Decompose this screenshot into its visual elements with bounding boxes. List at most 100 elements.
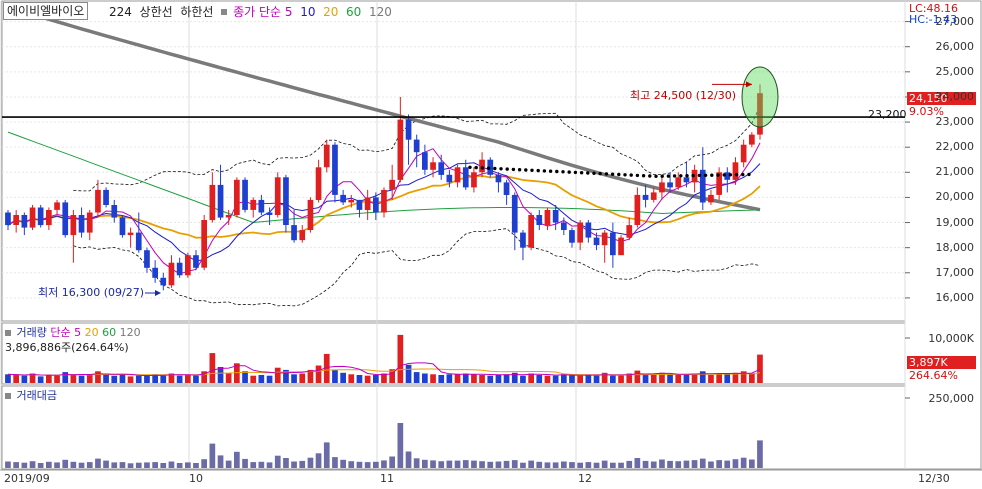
price-axis-label: 16,000 — [935, 290, 975, 304]
amount-bar — [569, 462, 575, 468]
candle-body — [618, 237, 624, 256]
volume-bar — [46, 375, 52, 383]
candle-body — [119, 217, 126, 236]
legend-square-icon — [5, 393, 11, 399]
volume-bar — [258, 375, 265, 383]
candle-body — [209, 184, 216, 221]
candle-body — [397, 119, 404, 180]
vol-ma-120[interactable]: 120 — [119, 326, 141, 339]
volume-bar — [103, 373, 109, 383]
ma-60[interactable]: 60 — [346, 5, 362, 19]
amount-bar — [21, 462, 28, 468]
candle-body — [95, 189, 101, 213]
volume-bar — [193, 375, 199, 383]
volume-bar — [389, 369, 395, 383]
candle-body — [176, 262, 183, 276]
volume-bar — [503, 374, 510, 383]
amount-bar — [119, 462, 126, 468]
trend-dot — [679, 174, 683, 178]
candle-body — [78, 215, 85, 233]
upper-line-label[interactable]: 상한선 — [139, 5, 173, 19]
volume-bar — [348, 374, 355, 383]
volume-axis-label: 10,000K — [928, 332, 974, 345]
amount-panel[interactable] — [1, 385, 906, 470]
volume-bar — [127, 376, 134, 383]
trend-dot — [480, 166, 485, 170]
stock-name-box[interactable]: 에이비엘바이오 — [3, 2, 89, 20]
trend-dot — [536, 168, 540, 173]
volume-bar — [610, 375, 616, 383]
candle-body — [307, 199, 314, 230]
candle-body — [283, 177, 289, 225]
volume-bar — [152, 374, 158, 383]
ma-120[interactable]: 120 — [368, 5, 392, 19]
candle-body — [422, 152, 428, 170]
ma-label[interactable]: 종가 단순 — [233, 5, 282, 19]
amount-bar — [135, 462, 142, 468]
volume-bar — [86, 375, 93, 383]
amount-bar — [323, 442, 330, 468]
candle-body — [37, 207, 44, 226]
trend-dot — [555, 169, 559, 174]
amount-bar — [438, 461, 445, 468]
trend-dot — [648, 174, 652, 178]
amount-bar — [667, 460, 673, 468]
volume-bar — [626, 373, 633, 383]
price-axis-label: 23,000 — [935, 115, 975, 129]
vol-ma-5[interactable]: 5 — [74, 326, 82, 339]
amount-bar — [732, 459, 739, 468]
candle-body — [699, 169, 706, 203]
volume-bar — [471, 374, 477, 383]
amount-bar — [274, 455, 281, 468]
volume-bar — [78, 375, 85, 383]
volume-bar — [552, 375, 559, 383]
volume-bar — [323, 353, 330, 383]
ma-20[interactable]: 20 — [323, 5, 339, 19]
trend-dot — [685, 174, 689, 178]
candle-body — [732, 162, 739, 180]
trend-dot — [548, 169, 553, 173]
candle-body — [274, 177, 281, 215]
volume-bar — [691, 373, 698, 383]
vol-ma-60[interactable]: 60 — [102, 326, 117, 339]
legend-square-icon — [221, 9, 228, 15]
ma120-line — [7, 4, 761, 212]
ma-5[interactable]: 5 — [284, 5, 293, 19]
amount-bar — [37, 463, 44, 468]
volume-ma-label[interactable]: 단순 — [50, 326, 71, 339]
volume-title[interactable]: 거래량 — [16, 326, 47, 339]
candle-body — [724, 172, 731, 180]
price-panel[interactable] — [1, 0, 906, 322]
volume-bar — [577, 375, 583, 383]
price-tag: 24,150 — [907, 92, 976, 105]
amount-bar — [642, 460, 649, 468]
amount-bar — [299, 460, 306, 468]
vol-ma-20[interactable]: 20 — [84, 326, 99, 339]
volume-bar — [618, 375, 624, 383]
amount-bar — [152, 462, 158, 468]
amount-bar — [54, 462, 60, 468]
candle-body — [642, 194, 649, 200]
volume-bar — [479, 375, 485, 383]
volume-bar — [5, 374, 11, 383]
candle-body — [536, 215, 543, 225]
trend-dot — [474, 165, 478, 170]
header-line: 224 상한선 하한선 종가 단순 5 10 20 60 120 — [109, 3, 392, 20]
candle-body — [675, 177, 682, 188]
amount-bar — [381, 460, 387, 468]
amount-bar — [364, 462, 371, 468]
volume-bar — [242, 371, 248, 383]
lower-line-label[interactable]: 하한선 — [180, 5, 214, 19]
candle-body — [569, 230, 575, 243]
volume-bar — [274, 367, 281, 383]
volume-bar — [561, 374, 567, 383]
candle-body — [413, 139, 420, 153]
candle-body — [593, 237, 600, 246]
candle-body — [144, 250, 150, 268]
price-axis-label: 19,000 — [935, 215, 975, 229]
ma-10[interactable]: 10 — [300, 5, 316, 19]
amount-title[interactable]: 거래대금 — [16, 389, 57, 402]
candle-body — [135, 232, 142, 251]
amount-bar — [144, 462, 150, 468]
amount-bar — [62, 459, 69, 468]
